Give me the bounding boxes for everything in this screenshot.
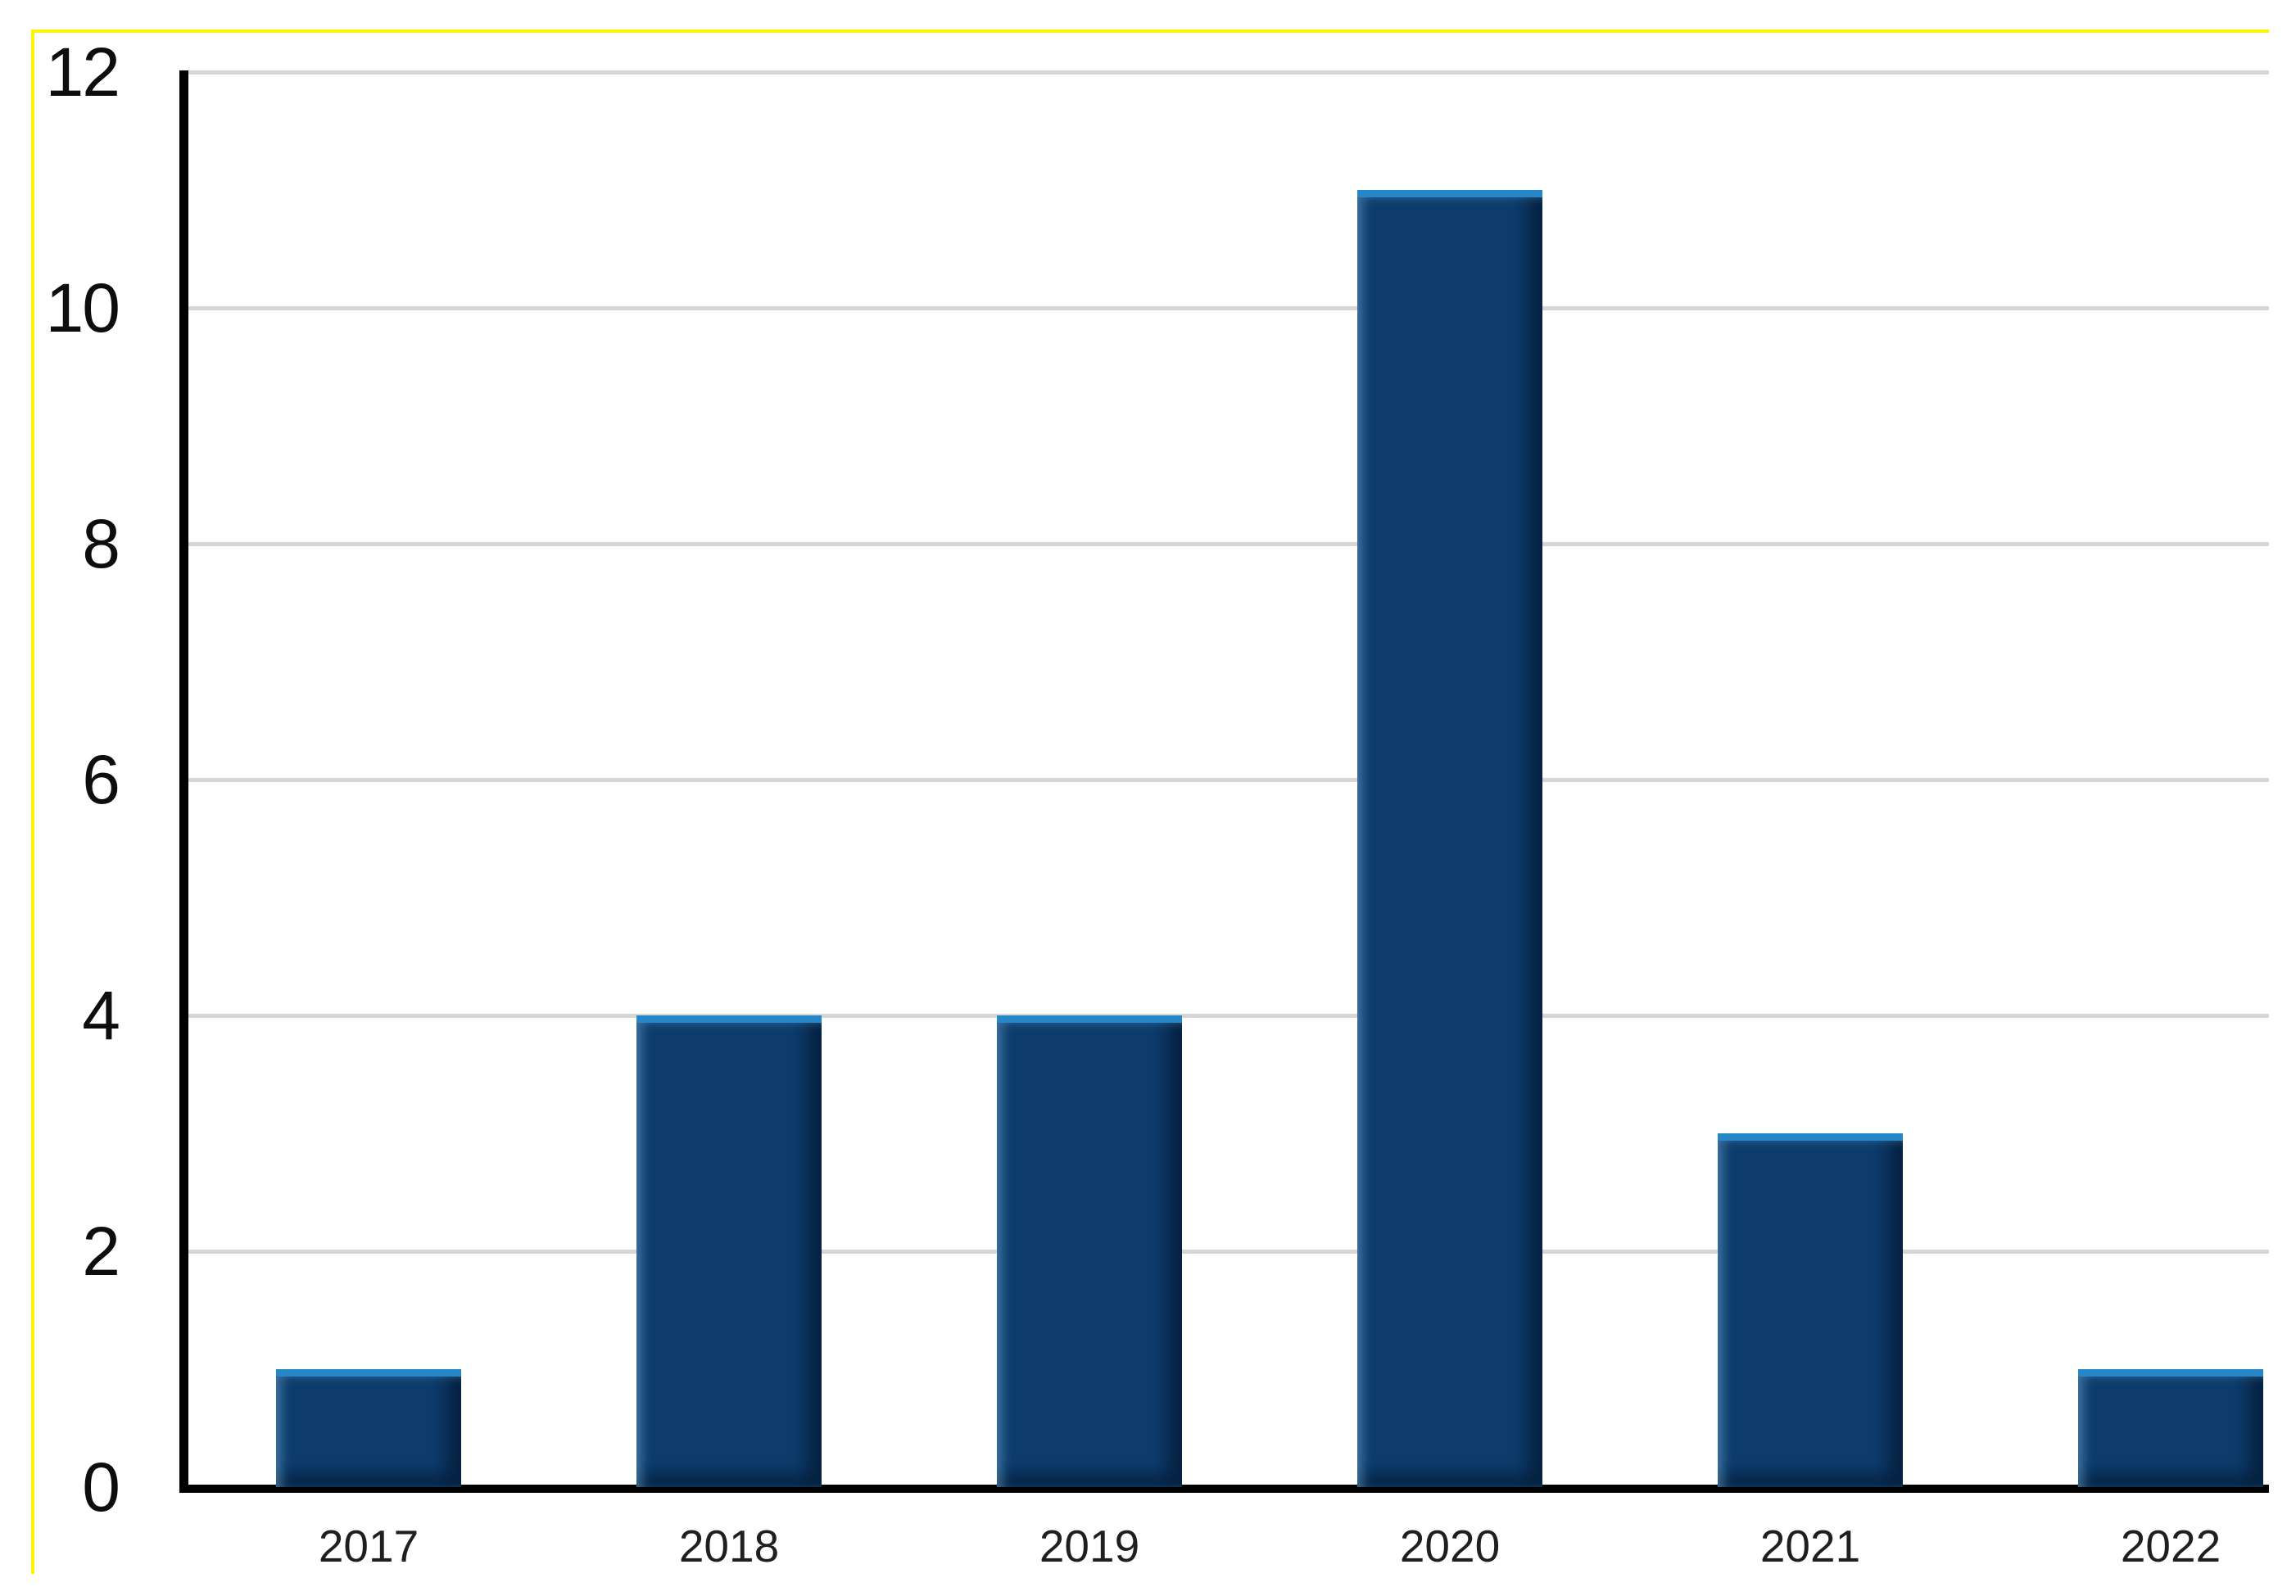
gridline-6 [185,778,2269,782]
x-category-label-2019: 2019 [1039,1521,1140,1571]
gridline-8 [185,542,2269,546]
bar-2021 [1718,1133,1903,1487]
x-category-label-2022: 2022 [2120,1521,2221,1571]
y-axis-line [179,70,188,1492]
y-tick-label-4: 4 [82,977,120,1054]
chart-border-left [31,29,34,1574]
gridline-12 [185,70,2269,75]
x-category-label-2020: 2020 [1399,1521,1501,1571]
chart-border-top [31,29,2269,33]
y-tick-label-8: 8 [82,505,120,582]
gridline-2 [185,1250,2269,1254]
y-tick-label-6: 6 [82,741,120,818]
x-axis-line [179,1485,2269,1493]
x-category-label-2017: 2017 [318,1521,419,1571]
bar-2020 [1357,190,1542,1487]
y-tick-label-2: 2 [82,1213,120,1290]
gridline-4 [185,1014,2269,1018]
bar-2022 [2078,1369,2263,1487]
bar-2017 [276,1369,461,1487]
x-category-label-2021: 2021 [1759,1521,1861,1571]
bar-2018 [636,1015,822,1487]
y-tick-label-12: 12 [45,34,120,111]
gridline-10 [185,306,2269,310]
y-tick-label-10: 10 [45,269,120,346]
bar-2019 [997,1015,1182,1487]
x-category-label-2018: 2018 [678,1521,780,1571]
y-tick-label-0: 0 [82,1449,120,1526]
